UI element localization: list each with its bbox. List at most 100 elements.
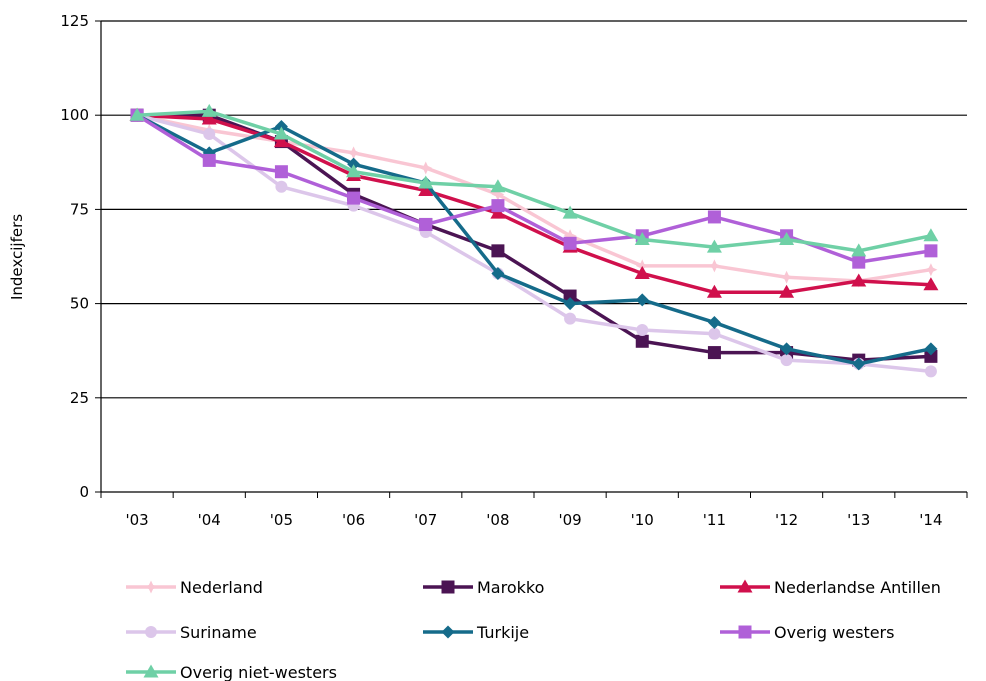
- data-point-overig-niet-westers: [851, 243, 867, 257]
- legend-item-nederland[interactable]: Nederland: [126, 578, 263, 597]
- series-line-nederlandse-antillen: [136, 113, 932, 295]
- series-group: [129, 103, 939, 378]
- series-line-suriname: [136, 113, 932, 374]
- legend-marker: [737, 579, 753, 593]
- legend-marker: [144, 580, 158, 594]
- data-point-suriname: [924, 365, 937, 378]
- series-line-nederland: [136, 113, 932, 283]
- legend-label: Overig westers: [774, 623, 894, 642]
- data-point-suriname: [708, 327, 721, 340]
- data-point-overig-westers: [491, 199, 505, 213]
- data-point-nederland: [347, 146, 361, 160]
- data-point-suriname: [564, 312, 577, 325]
- legend-item-overig-niet-westers[interactable]: Overig niet-westers: [126, 663, 337, 681]
- data-point-overig-niet-westers: [779, 232, 795, 246]
- data-point-overig-westers: [924, 244, 938, 258]
- legend-marker: [143, 664, 159, 678]
- y-axis-title: Indexcijfers: [8, 214, 26, 300]
- legend-item-marokko[interactable]: Marokko: [423, 578, 544, 597]
- legend-marker: [738, 625, 752, 639]
- data-point-nederlandse-antillen: [273, 134, 289, 148]
- data-point-turkije: [635, 293, 649, 307]
- series-line-marokko: [137, 113, 932, 362]
- x-tick-label: '11: [703, 511, 726, 529]
- data-point-turkije: [924, 342, 938, 356]
- data-point-nederlandse-antillen: [779, 284, 795, 298]
- data-point-nederland: [635, 259, 649, 273]
- axes: [100, 21, 967, 493]
- x-tick-label: '06: [342, 511, 365, 529]
- x-tick-label: '04: [198, 511, 221, 529]
- x-tick-label: '13: [847, 511, 870, 529]
- series-nederland: [130, 108, 938, 288]
- data-point-overig-westers: [202, 153, 216, 167]
- legend-label: Nederlandse Antillen: [774, 578, 941, 597]
- data-point-overig-niet-westers: [273, 126, 289, 140]
- data-point-suriname: [203, 128, 216, 141]
- y-tick-label: 50: [70, 295, 89, 313]
- data-point-turkije: [491, 266, 505, 280]
- y-tick-label: 25: [70, 389, 89, 407]
- data-point-overig-niet-westers: [923, 228, 939, 242]
- x-tick-label: '12: [775, 511, 798, 529]
- data-point-nederlandse-antillen: [923, 277, 939, 291]
- x-tick-label: '03: [125, 511, 148, 529]
- legend-marker: [441, 580, 455, 594]
- legend-label: Turkije: [476, 623, 529, 642]
- data-point-nederlandse-antillen: [851, 273, 867, 287]
- data-point-nederland: [419, 161, 433, 175]
- series-turkije: [130, 108, 938, 371]
- data-point-marokko: [491, 244, 505, 258]
- y-axis-ticks: 0 25 50 75 100 125: [60, 12, 101, 501]
- x-tick-label: '09: [558, 511, 581, 529]
- data-point-nederland: [780, 270, 794, 284]
- data-point-marokko: [707, 346, 721, 360]
- data-point-turkije: [274, 120, 288, 134]
- series-overig-niet-westers: [129, 103, 939, 257]
- data-point-marokko: [563, 289, 577, 303]
- legend-label: Suriname: [180, 623, 257, 642]
- y-tick-label: 125: [60, 12, 89, 30]
- data-point-suriname: [780, 354, 793, 367]
- data-point-overig-niet-westers: [706, 239, 722, 253]
- legend-item-nederlandse-antillen[interactable]: Nederlandse Antillen: [720, 578, 941, 597]
- data-point-nederland: [563, 229, 577, 243]
- data-point-overig-niet-westers: [129, 107, 145, 121]
- legend-marker: [145, 626, 157, 638]
- data-point-overig-niet-westers: [418, 175, 434, 189]
- data-point-overig-niet-westers: [634, 232, 650, 246]
- y-tick-label: 75: [70, 200, 89, 218]
- data-point-nederlandse-antillen: [706, 284, 722, 298]
- data-point-nederland: [924, 263, 938, 277]
- data-point-turkije: [780, 342, 794, 356]
- data-point-turkije: [852, 357, 866, 371]
- y-tick-label: 100: [60, 106, 89, 124]
- data-point-suriname: [636, 323, 649, 336]
- x-tick-label: '05: [270, 511, 293, 529]
- data-point-suriname: [275, 180, 288, 193]
- data-point-overig-westers: [852, 255, 866, 269]
- data-point-overig-niet-westers: [346, 164, 362, 178]
- x-tick-label: '10: [631, 511, 654, 529]
- data-point-overig-westers: [707, 210, 721, 224]
- x-axis-ticks: '03 '04 '05 '06 '07 '08 '09 '10 '11 '12 '13 '14: [100, 492, 968, 529]
- data-point-nederlandse-antillen: [418, 183, 434, 197]
- data-point-turkije: [707, 315, 721, 329]
- data-point-marokko: [924, 349, 938, 363]
- series-marokko: [130, 108, 938, 367]
- legend-marker: [441, 625, 455, 639]
- legend-item-overig-westers[interactable]: Overig westers: [720, 623, 894, 642]
- data-point-nederland: [707, 259, 721, 273]
- x-tick-label: '14: [919, 511, 942, 529]
- data-point-nederlandse-antillen: [634, 265, 650, 279]
- x-tick-label: '07: [414, 511, 437, 529]
- data-point-overig-westers: [347, 191, 361, 205]
- legend-item-turkije[interactable]: Turkije: [423, 623, 529, 642]
- legend[interactable]: Nederland Marokko Nederlandse Antillen Suri…: [126, 578, 941, 681]
- legend-label: Overig niet-westers: [180, 663, 337, 681]
- data-point-nederlandse-antillen: [201, 111, 217, 125]
- legend-item-suriname[interactable]: Suriname: [126, 623, 257, 642]
- data-point-marokko: [635, 334, 649, 348]
- data-point-turkije: [563, 297, 577, 311]
